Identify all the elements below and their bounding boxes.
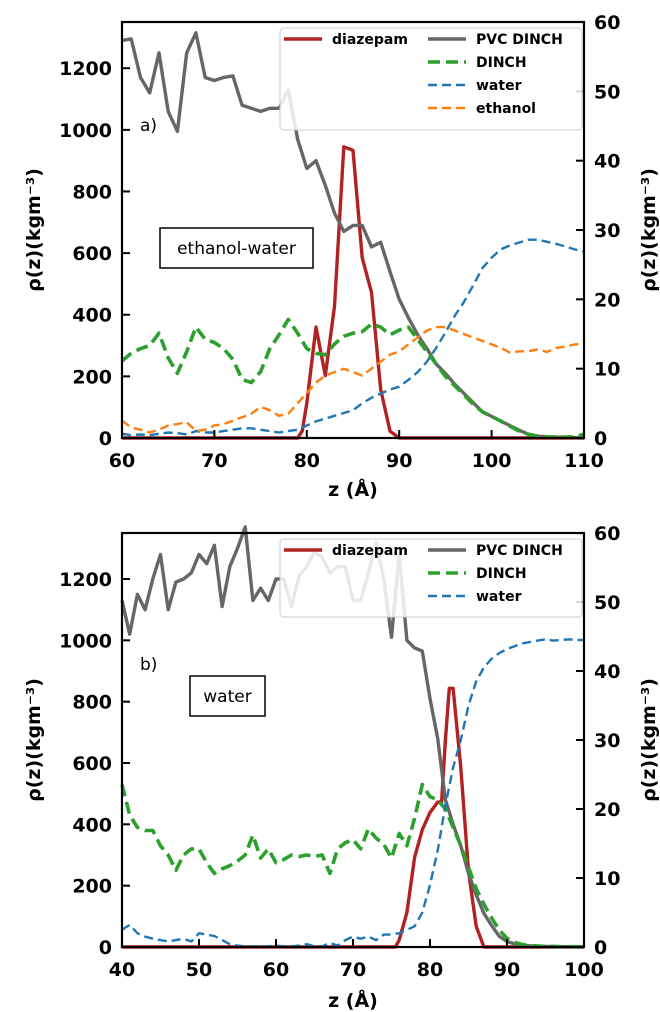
- legend-label-pvc-dinch: PVC DINCH: [476, 543, 563, 559]
- series-line-dinch: [120, 782, 585, 949]
- series-line-dinch: [120, 317, 585, 439]
- panel-a-xlabel: z (Å): [328, 477, 378, 501]
- y-right-tick-label: 20: [594, 289, 620, 311]
- panel-b-annotation: water: [203, 687, 251, 707]
- y-left-tick-label: 600: [72, 243, 112, 265]
- panel-a-ylabel-right: ρ(z)(kgm⁻³): [638, 168, 660, 292]
- legend-label-dinch: DINCH: [476, 55, 527, 71]
- panel-a-annotation: ethanol-water: [177, 239, 296, 259]
- y-right-tick-label: 30: [594, 730, 620, 752]
- panel-a-ylabel-left: ρ(z)(kgm⁻³): [23, 168, 45, 292]
- panel-b-legend: diazepam PVC DINCH DINCH water: [279, 538, 583, 618]
- legend-label-water: water: [476, 589, 522, 605]
- y-right-tick-label: 40: [594, 661, 620, 683]
- panel-b-ylabel-left: ρ(z)(kgm⁻³): [23, 678, 45, 802]
- x-tick-label: 80: [294, 450, 320, 472]
- x-tick-label: 40: [109, 959, 135, 981]
- x-tick-label: 80: [417, 959, 443, 981]
- panel-a-annotation-box: [159, 227, 314, 269]
- panel-b: 40 50 60 70 80 90 1000200400600800100012000102…: [23, 523, 660, 1012]
- panel-b-label: b): [140, 655, 157, 675]
- y-left-tick-label: 800: [72, 181, 112, 203]
- y-left-tick-label: 1000: [59, 630, 112, 652]
- legend-label-water: water: [476, 78, 522, 94]
- y-right-tick-label: 10: [594, 359, 620, 381]
- panel-a: 60 70 80 90 100 11002004006008001000120001020…: [23, 12, 660, 501]
- y-left-tick-label: 800: [72, 692, 112, 714]
- legend-label-diazepam: diazepam: [332, 32, 408, 48]
- y-left-tick-label: 1200: [59, 58, 112, 80]
- y-right-tick-label: 60: [594, 523, 620, 545]
- legend-label-ethanol: ethanol: [476, 101, 536, 117]
- y-right-tick-label: 20: [594, 799, 620, 821]
- x-tick-label: 100: [564, 959, 604, 981]
- y-right-tick-label: 60: [594, 12, 620, 34]
- y-left-tick-label: 200: [72, 366, 112, 388]
- series-line-ethanol: [121, 325, 585, 434]
- y-left-tick-label: 0: [99, 428, 112, 450]
- panel-a-label: a): [140, 116, 157, 136]
- x-tick-label: 50: [186, 959, 212, 981]
- panel-b-legend-box: [279, 538, 583, 618]
- y-left-tick-label: 1000: [59, 120, 112, 142]
- y-right-tick-label: 50: [594, 592, 620, 614]
- series-line-diazepam: [122, 686, 584, 949]
- series-line-water: [121, 638, 584, 948]
- legend-label-dinch: DINCH: [476, 566, 527, 582]
- series-line-pvc-dinch: [121, 31, 585, 440]
- series-line-diazepam: [122, 145, 584, 440]
- y-left-tick-label: 600: [72, 753, 112, 775]
- x-tick-label: 100: [472, 450, 512, 472]
- y-left-tick-label: 0: [99, 937, 112, 959]
- y-left-tick-label: 400: [72, 814, 112, 836]
- x-tick-label: 110: [564, 450, 604, 472]
- x-tick-label: 60: [263, 959, 289, 981]
- y-right-tick-label: 50: [594, 81, 620, 103]
- y-right-tick-label: 40: [594, 151, 620, 173]
- panel-b-xlabel: z (Å): [328, 988, 378, 1012]
- x-tick-label: 90: [386, 450, 412, 472]
- panel-a-legend-box: [279, 27, 583, 131]
- y-left-tick-label: 400: [72, 305, 112, 327]
- x-tick-label: 60: [109, 450, 135, 472]
- y-right-tick-label: 10: [594, 868, 620, 890]
- x-tick-label: 70: [201, 450, 227, 472]
- x-tick-label: 90: [494, 959, 520, 981]
- y-left-tick-label: 200: [72, 876, 112, 898]
- panel-b-ylabel-right: ρ(z)(kgm⁻³): [638, 678, 660, 802]
- y-right-tick-label: 0: [594, 428, 607, 450]
- panel-b-annotation-box: [189, 675, 266, 717]
- y-right-tick-label: 30: [594, 220, 620, 242]
- y-left-tick-label: 1200: [59, 569, 112, 591]
- legend-label-pvc-dinch: PVC DINCH: [476, 32, 563, 48]
- y-right-tick-label: 0: [594, 937, 607, 959]
- panel-a-legend: diazepam PVC DINCH DINCH water ethanol: [279, 27, 583, 131]
- legend-label-diazepam: diazepam: [332, 543, 408, 559]
- x-tick-label: 70: [340, 959, 366, 981]
